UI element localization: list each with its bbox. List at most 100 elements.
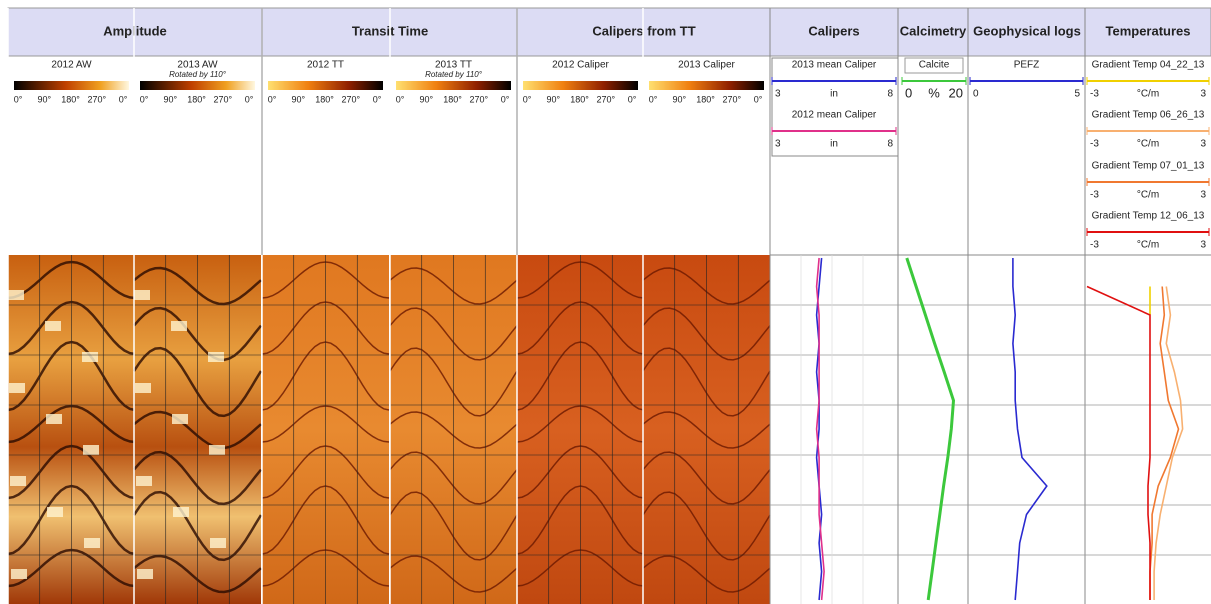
bright-patch xyxy=(210,538,226,548)
curve-name: Gradient Temp 12_06_13 xyxy=(1092,211,1205,222)
bright-patch xyxy=(10,476,26,486)
scale-min: -3 xyxy=(1090,139,1099,150)
bright-patch xyxy=(83,445,99,455)
log-name: 2013 AW xyxy=(177,60,218,71)
azimuth-label: 90° xyxy=(37,94,51,104)
azimuth-label: 90° xyxy=(546,94,560,104)
azimuth-label: 90° xyxy=(163,94,177,104)
curve-name: Gradient Temp 07_01_13 xyxy=(1092,161,1205,172)
bright-patch xyxy=(9,383,25,393)
scale-max: 8 xyxy=(887,89,893,100)
azimuth-label: 0° xyxy=(245,94,254,104)
azimuth-label: 0° xyxy=(754,94,763,104)
scale-unit: °C/m xyxy=(1137,190,1159,201)
track-title: Calipers from TT xyxy=(592,23,695,38)
azimuth-label: 0° xyxy=(501,94,510,104)
scale-unit: in xyxy=(830,139,838,150)
track-title: Calcimetry xyxy=(900,23,967,38)
azimuth-label: 0° xyxy=(140,94,149,104)
scale-unit: in xyxy=(830,89,838,100)
scale-max: 20 xyxy=(949,85,963,100)
curve-name: 2013 mean Caliper xyxy=(792,60,877,71)
scale-min: 0 xyxy=(905,85,912,100)
azimuth-label: 0° xyxy=(119,94,128,104)
color-scale xyxy=(649,81,764,90)
curve-name: Gradient Temp 04_22_13 xyxy=(1092,60,1205,71)
azimuth-label: 270° xyxy=(213,94,232,104)
bright-patch xyxy=(173,507,189,517)
bright-patch xyxy=(209,445,225,455)
azimuth-label: 0° xyxy=(523,94,532,104)
bright-patch xyxy=(46,414,62,424)
scale-max: 3 xyxy=(1200,89,1206,100)
bright-patch xyxy=(84,538,100,548)
azimuth-label: 180° xyxy=(570,94,589,104)
scale-max: 8 xyxy=(887,139,893,150)
bright-patch xyxy=(171,321,187,331)
scale-min: 3 xyxy=(775,89,781,100)
scale-max: 3 xyxy=(1200,240,1206,251)
azimuth-label: 270° xyxy=(469,94,488,104)
azimuth-label: 0° xyxy=(396,94,405,104)
azimuth-label: 270° xyxy=(722,94,741,104)
azimuth-label: 0° xyxy=(373,94,382,104)
azimuth-label: 90° xyxy=(291,94,305,104)
azimuth-label: 90° xyxy=(672,94,686,104)
log-note: Rotated by 110° xyxy=(425,70,483,79)
log-name: 2012 Caliper xyxy=(552,60,609,71)
azimuth-label: 0° xyxy=(649,94,658,104)
azimuth-label: 180° xyxy=(696,94,715,104)
bright-patch xyxy=(82,352,98,362)
log-note: Rotated by 110° xyxy=(169,70,227,79)
color-scale xyxy=(396,81,511,90)
scale-min: -3 xyxy=(1090,240,1099,251)
azimuth-label: 180° xyxy=(443,94,462,104)
azimuth-label: 0° xyxy=(14,94,23,104)
scale-unit: % xyxy=(928,85,940,100)
color-scale xyxy=(140,81,255,90)
azimuth-label: 270° xyxy=(596,94,615,104)
scale-max: 5 xyxy=(1074,89,1080,100)
bright-patch xyxy=(11,569,27,579)
track-title: Amplitude xyxy=(103,23,167,38)
curve-name: PEFZ xyxy=(1014,60,1040,71)
azimuth-label: 270° xyxy=(87,94,106,104)
azimuth-label: 270° xyxy=(341,94,360,104)
curve xyxy=(1154,287,1183,601)
log-name: 2012 AW xyxy=(51,60,92,71)
bright-patch xyxy=(8,290,24,300)
curve xyxy=(1150,287,1179,601)
curve-name: Calcite xyxy=(919,60,950,71)
curve-name: Gradient Temp 06_26_13 xyxy=(1092,110,1205,121)
color-scale xyxy=(268,81,383,90)
scale-unit: °C/m xyxy=(1137,139,1159,150)
track-title: Temperatures xyxy=(1105,23,1190,38)
bright-patch xyxy=(135,383,151,393)
log-display: AmplitudeTransit TimeCalipers from TTCal… xyxy=(0,0,1211,604)
scale-min: -3 xyxy=(1090,190,1099,201)
curve xyxy=(1087,287,1150,601)
bright-patch xyxy=(172,414,188,424)
azimuth-label: 90° xyxy=(419,94,433,104)
scale-max: 3 xyxy=(1200,190,1206,201)
azimuth-label: 180° xyxy=(61,94,80,104)
scale-unit: °C/m xyxy=(1137,89,1159,100)
color-scale xyxy=(14,81,129,90)
bright-patch xyxy=(47,507,63,517)
color-scale xyxy=(523,81,638,90)
curve-name: 2012 mean Caliper xyxy=(792,110,877,121)
azimuth-label: 0° xyxy=(628,94,637,104)
track-title: Calipers xyxy=(808,23,859,38)
scale-min: -3 xyxy=(1090,89,1099,100)
curve xyxy=(907,258,954,600)
scale-unit: °C/m xyxy=(1137,240,1159,251)
azimuth-label: 180° xyxy=(315,94,334,104)
scale-min: 3 xyxy=(775,139,781,150)
bright-patch xyxy=(137,569,153,579)
track-title: Geophysical logs xyxy=(973,23,1081,38)
azimuth-label: 180° xyxy=(187,94,206,104)
scale-min: 0 xyxy=(973,89,979,100)
bright-patch xyxy=(45,321,61,331)
bright-patch xyxy=(208,352,224,362)
azimuth-label: 0° xyxy=(268,94,277,104)
